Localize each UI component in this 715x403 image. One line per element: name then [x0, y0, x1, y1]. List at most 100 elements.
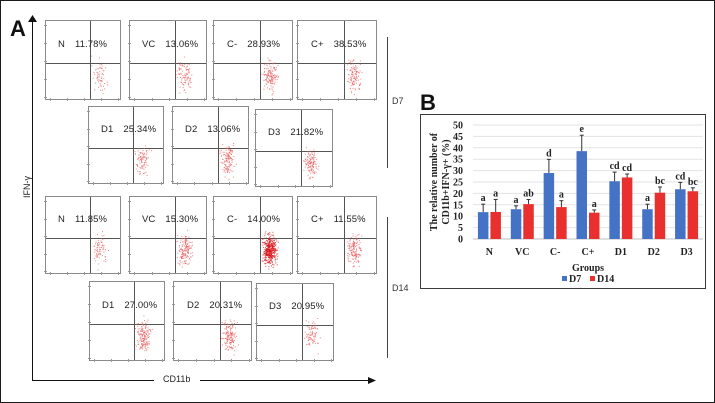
x-tick — [277, 185, 279, 188]
y-tick — [254, 114, 257, 115]
y-tick — [128, 236, 131, 237]
quadrant-gate-horizontal — [46, 63, 120, 64]
x-tick — [356, 98, 357, 101]
x-tick — [338, 272, 339, 275]
y-tick — [254, 166, 257, 168]
panel-b-label: B — [420, 90, 436, 115]
x-tick — [211, 182, 213, 185]
legend-swatch-d7 — [562, 276, 567, 281]
group-name: D3 — [268, 127, 281, 138]
x-tick — [290, 98, 291, 101]
y-tick — [296, 25, 299, 26]
bar-d7-d2 — [642, 209, 653, 239]
flow-plot-d14-row1-1: VC 15.30% — [128, 196, 207, 275]
percent-value: 11.55% — [333, 214, 366, 225]
x-tick — [145, 359, 146, 362]
y-tick — [88, 322, 91, 323]
x-tick — [330, 185, 331, 188]
quadrant-gate-vertical — [90, 197, 91, 273]
y-tick — [88, 340, 91, 341]
quadrant-gate-vertical — [302, 284, 303, 360]
y-tick — [87, 163, 90, 165]
significance-letter: e — [580, 124, 585, 135]
event-dots — [134, 315, 153, 352]
quadrant-gate-vertical — [133, 107, 134, 183]
event-dots — [303, 147, 320, 180]
y-tick — [44, 236, 47, 237]
y-tick — [44, 79, 47, 80]
x-tick — [169, 98, 170, 101]
quadrant-gate-vertical — [175, 197, 176, 273]
y-tick — [88, 358, 91, 359]
y-tick-label: 45 — [453, 132, 463, 143]
quadrant-gate-vertical — [260, 197, 261, 273]
x-tick — [204, 98, 205, 101]
y-tick — [172, 340, 175, 341]
group-name: VC — [142, 214, 156, 225]
y-tick — [296, 271, 299, 272]
event-dots — [261, 57, 279, 96]
bar-chart: 0 5 10 15 20 25 30 35 40 45 50 The relative number … — [420, 114, 706, 289]
quadrant-gate-horizontal — [214, 238, 292, 239]
event-dots — [175, 229, 194, 268]
bar-d14-cminus — [556, 207, 567, 239]
y-tick — [212, 25, 215, 26]
percent-value: 27.00% — [124, 300, 158, 311]
y-tick — [128, 79, 131, 80]
significance-letter: bc — [688, 177, 699, 188]
x-tick — [231, 359, 233, 362]
group-name: D2 — [185, 124, 198, 135]
x-tick — [278, 359, 280, 362]
y-tick — [296, 201, 299, 202]
percent-value: 38.53% — [333, 39, 367, 50]
x-tick — [151, 272, 153, 275]
legend-label-d14: D14 — [597, 274, 614, 285]
flow-plot-d7-row2-1: D2 13.06% — [171, 106, 249, 185]
y-tick — [128, 61, 131, 62]
quadrant-gate-vertical — [175, 21, 176, 99]
quadrant-gate-vertical — [220, 282, 221, 360]
significance-letter: d — [546, 148, 552, 159]
x-tick — [272, 272, 273, 275]
x-tick — [101, 98, 102, 101]
x-tick — [118, 98, 119, 101]
x-tick — [320, 272, 321, 275]
significance-letter: cd — [675, 171, 685, 182]
x-tick — [204, 272, 205, 275]
x-tick — [302, 98, 303, 101]
x-tick-label: C+ — [582, 247, 595, 258]
flow-plot-label: D2 13.06% — [185, 124, 240, 135]
flow-plot-d7-row1-0: N 11.78% — [44, 20, 121, 101]
x-tick — [134, 272, 135, 275]
y-tick — [296, 97, 299, 98]
x-tick — [218, 272, 219, 275]
bar-d14-d1 — [621, 177, 633, 239]
quadrant-gate-horizontal — [298, 238, 376, 239]
significance-letter: ab — [523, 189, 534, 200]
bar-d7-d1 — [609, 181, 620, 239]
panel-a-label: A — [10, 16, 26, 41]
y-tick — [44, 253, 47, 255]
y-tick — [128, 43, 131, 44]
x-tick — [228, 182, 230, 185]
y-tick-label: 40 — [453, 143, 463, 154]
flow-plot-label: D3 21.82% — [268, 127, 323, 138]
x-tick — [213, 359, 215, 362]
group-name: D1 — [102, 300, 115, 311]
y-tick-label: 10 — [453, 212, 463, 223]
bar-d14-d3 — [687, 191, 699, 239]
x-tick-label: D3 — [680, 247, 692, 258]
event-dots — [346, 233, 363, 268]
flow-plot-label: N 11.78% — [58, 39, 107, 50]
significance-letter: a — [493, 188, 498, 199]
quadrant-gate-horizontal — [89, 148, 163, 149]
y-tick-label: 35 — [453, 155, 463, 166]
group-name: C- — [227, 214, 238, 225]
x-tick — [84, 98, 85, 101]
group-name: C+ — [311, 214, 324, 225]
x-tick — [110, 182, 111, 185]
y-axis-arrow-icon — [28, 15, 37, 22]
significance-letter: cd — [622, 163, 632, 174]
y-tick — [44, 218, 47, 220]
x-tick — [128, 359, 129, 362]
